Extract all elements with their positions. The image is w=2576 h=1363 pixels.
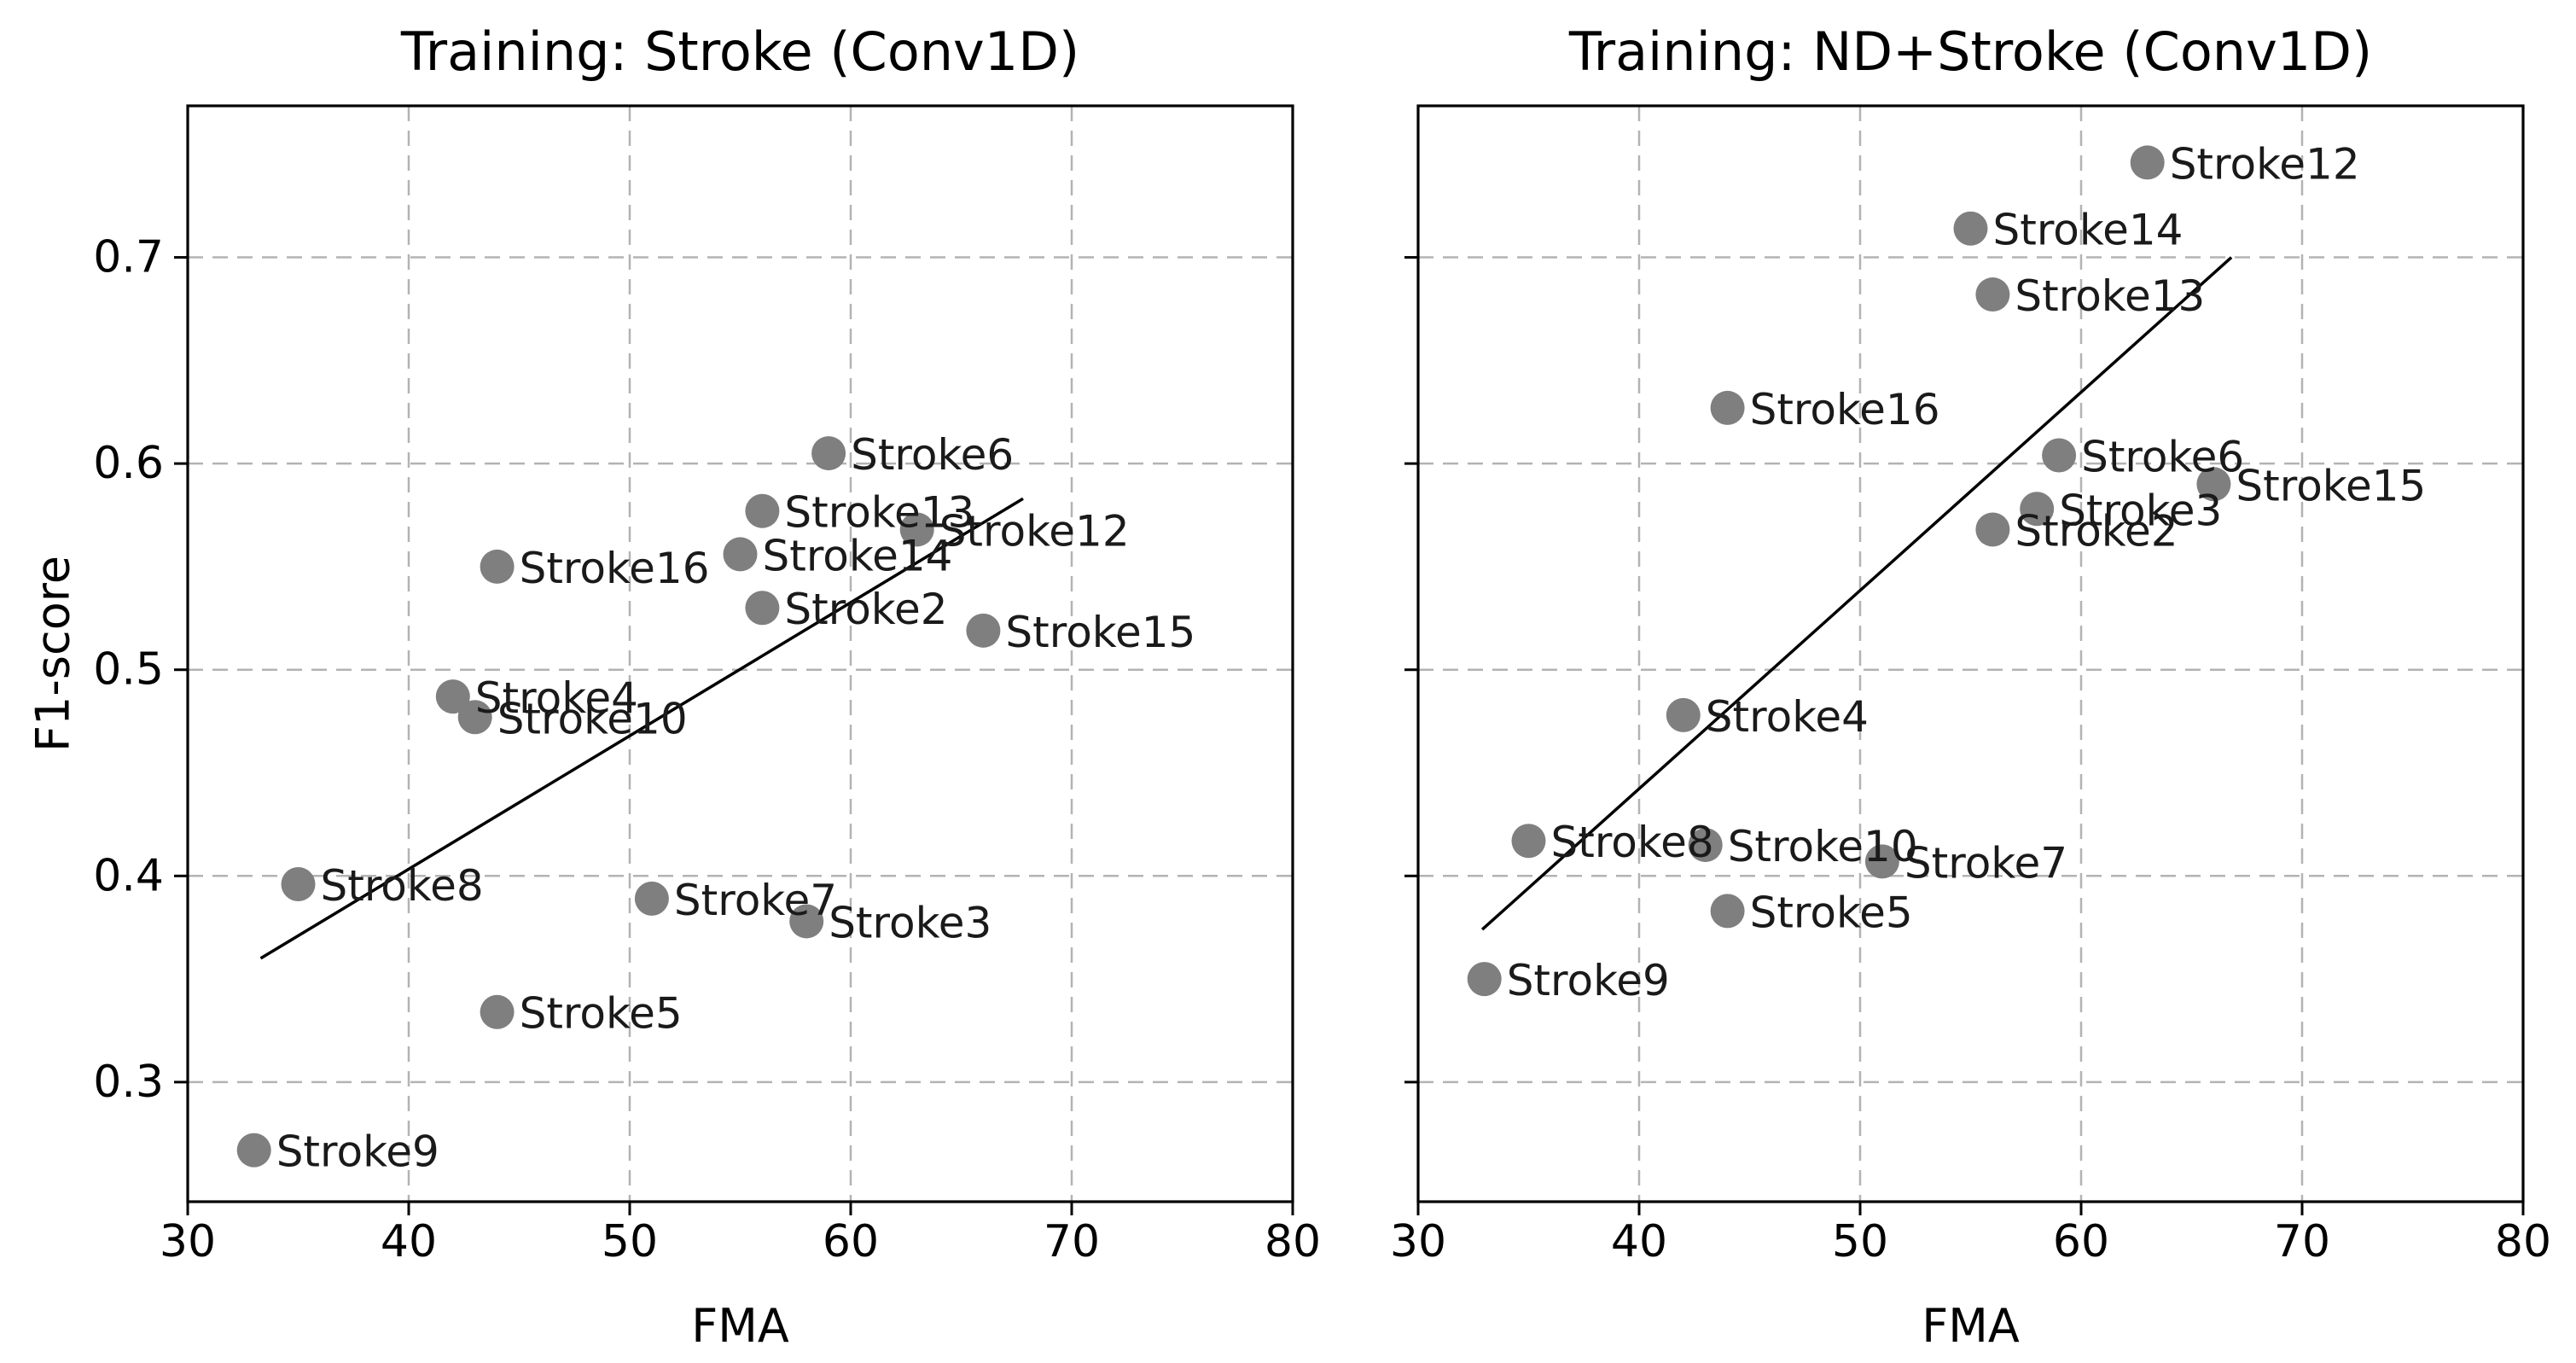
point-label-Stroke9: Stroke9 xyxy=(1507,956,1670,1005)
point-label-Stroke5: Stroke5 xyxy=(520,989,683,1039)
data-point-Stroke8 xyxy=(1511,824,1546,859)
x-tick-label: 60 xyxy=(823,1216,879,1267)
point-label-Stroke15: Stroke15 xyxy=(2236,461,2426,510)
point-label-Stroke10: Stroke10 xyxy=(497,694,688,743)
data-point-Stroke6 xyxy=(2042,438,2077,473)
y-tick-label: 0.7 xyxy=(93,232,164,283)
x-tick-label: 80 xyxy=(1265,1216,1321,1267)
x-axis-label-right: FMA xyxy=(1922,1299,2020,1353)
data-point-Stroke10 xyxy=(457,700,492,735)
x-axis-label-left: FMA xyxy=(691,1299,789,1353)
data-point-Stroke6 xyxy=(811,436,846,471)
data-point-Stroke12 xyxy=(2130,145,2165,180)
point-label-Stroke9: Stroke9 xyxy=(276,1127,439,1177)
point-label-Stroke5: Stroke5 xyxy=(1750,888,1913,937)
data-point-Stroke3 xyxy=(2020,492,2055,527)
data-point-Stroke16 xyxy=(1710,390,1745,425)
trend-line xyxy=(1480,256,2233,931)
x-tick-label: 80 xyxy=(2495,1216,2551,1267)
point-label-Stroke2: Stroke2 xyxy=(784,585,947,634)
point-label-Stroke12: Stroke12 xyxy=(2170,139,2360,189)
point-label-Stroke3: Stroke3 xyxy=(829,898,991,947)
data-point-Stroke4 xyxy=(435,679,470,714)
x-tick-label: 50 xyxy=(602,1216,658,1267)
x-tick-label: 50 xyxy=(1832,1216,1888,1267)
data-point-Stroke3 xyxy=(789,904,824,939)
data-point-Stroke9 xyxy=(236,1133,271,1168)
panel-title-right: Training: ND+Stroke (Conv1D) xyxy=(1568,20,2373,83)
point-label-Stroke16: Stroke16 xyxy=(520,544,710,593)
data-point-Stroke15 xyxy=(2196,467,2231,502)
data-point-Stroke16 xyxy=(480,549,515,584)
data-point-Stroke13 xyxy=(745,493,780,528)
x-tick-label: 60 xyxy=(2053,1216,2109,1267)
point-label-Stroke12: Stroke12 xyxy=(939,506,1130,556)
data-point-Stroke12 xyxy=(899,512,934,547)
point-label-Stroke2: Stroke2 xyxy=(2015,506,2178,556)
point-label-Stroke8: Stroke8 xyxy=(321,861,484,911)
data-point-Stroke9 xyxy=(1467,962,1502,997)
y-tick-label: 0.3 xyxy=(93,1057,164,1108)
data-point-Stroke10 xyxy=(1688,828,1723,863)
point-label-Stroke3: Stroke3 xyxy=(2059,486,2222,535)
point-label-Stroke4: Stroke4 xyxy=(1706,692,1869,742)
y-tick-label: 0.4 xyxy=(93,850,164,901)
point-label-Stroke4: Stroke4 xyxy=(475,673,638,723)
trend-line xyxy=(259,497,1024,960)
x-tick-label: 40 xyxy=(381,1216,437,1267)
x-tick-label: 30 xyxy=(160,1216,216,1267)
data-point-Stroke5 xyxy=(1710,894,1745,929)
point-label-Stroke16: Stroke16 xyxy=(1750,385,1940,434)
data-point-Stroke14 xyxy=(1953,211,1988,246)
x-tick-label: 30 xyxy=(1390,1216,1446,1267)
point-label-Stroke7: Stroke7 xyxy=(674,876,837,925)
data-point-Stroke2 xyxy=(745,591,780,626)
plot-border xyxy=(1416,104,2525,1203)
point-label-Stroke13: Stroke13 xyxy=(784,488,974,538)
data-point-Stroke15 xyxy=(966,613,1001,648)
y-tick-label: 0.5 xyxy=(93,644,164,696)
data-point-Stroke5 xyxy=(480,994,515,1029)
point-label-Stroke10: Stroke10 xyxy=(1728,822,1918,871)
data-point-Stroke8 xyxy=(281,866,316,901)
data-point-Stroke7 xyxy=(1864,844,1899,879)
x-tick-label: 70 xyxy=(2274,1216,2330,1267)
point-label-Stroke13: Stroke13 xyxy=(2015,271,2205,321)
x-tick-label: 70 xyxy=(1044,1216,1100,1267)
point-label-Stroke6: Stroke6 xyxy=(2081,432,2244,481)
data-point-Stroke2 xyxy=(1975,512,2010,547)
point-label-Stroke14: Stroke14 xyxy=(1993,206,2183,255)
y-tick-label: 0.6 xyxy=(93,438,164,489)
point-label-Stroke7: Stroke7 xyxy=(1904,838,2067,888)
data-point-Stroke14 xyxy=(723,537,758,572)
data-point-Stroke4 xyxy=(1666,697,1701,732)
x-tick-label: 40 xyxy=(1611,1216,1667,1267)
panel-title-left: Training: Stroke (Conv1D) xyxy=(400,20,1080,83)
point-label-Stroke6: Stroke6 xyxy=(851,430,1014,480)
point-label-Stroke14: Stroke14 xyxy=(763,531,953,580)
point-label-Stroke8: Stroke8 xyxy=(1551,818,1714,867)
point-label-Stroke15: Stroke15 xyxy=(1005,608,1195,657)
y-axis-label: F1-score xyxy=(26,555,80,753)
data-point-Stroke13 xyxy=(1975,277,2010,312)
plot-border xyxy=(186,104,1294,1203)
data-point-Stroke7 xyxy=(634,881,669,916)
